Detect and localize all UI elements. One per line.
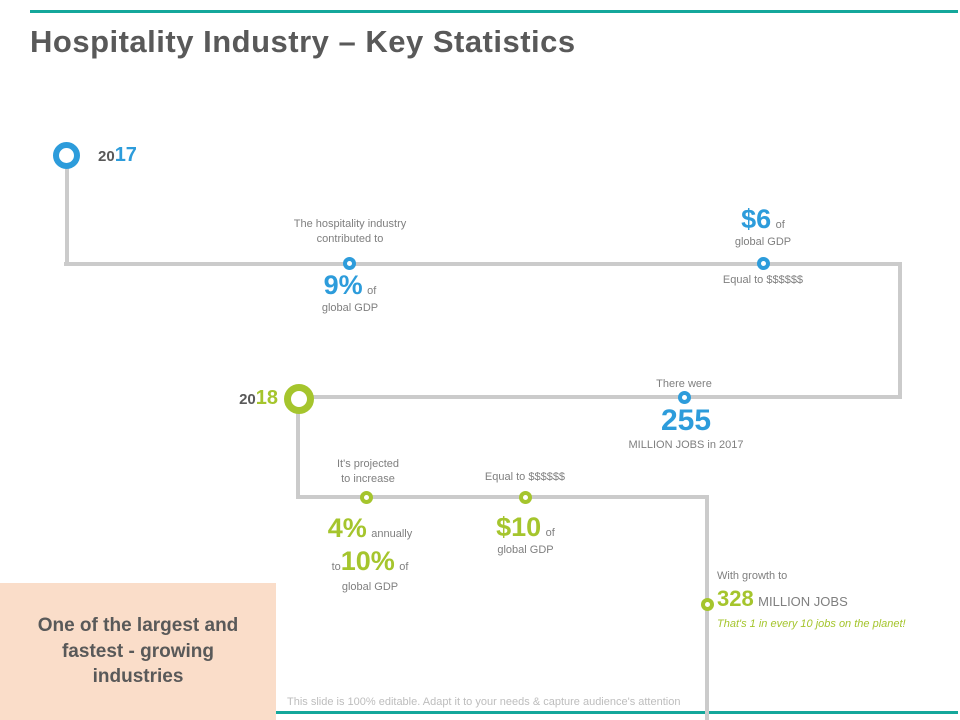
- stat-gdp-2017-intro-line1: The hospitality industry: [293, 218, 407, 230]
- year-2017-prefix: 20: [98, 148, 115, 165]
- stat-jobs-2018-note: That's 1 in every 10 jobs on the planet!: [717, 618, 906, 630]
- page-title: Hospitality Industry – Key Statistics: [30, 24, 576, 59]
- stat-money-2018-note: Equal to $$$$$$: [484, 471, 566, 483]
- stat-growth-2018: 4% annually to10% of global GDP: [286, 513, 454, 594]
- stat-money-2018: $10 of global GDP: [453, 512, 598, 557]
- stat-money-2017-unit: of: [775, 219, 785, 231]
- stat-growth-2018-value2: 10%: [340, 546, 395, 576]
- connector-right-drop: [898, 262, 902, 399]
- stat-growth-2018-unit1: annually: [371, 528, 413, 540]
- stat-growth-2018-intro-line2: to increase: [341, 472, 395, 485]
- stat-jobs-2017-intro: There were: [656, 378, 712, 390]
- stat-jobs-2018-unit: MILLION JOBS: [758, 594, 848, 609]
- stat-growth-2018-caption: global GDP: [341, 581, 399, 593]
- year-2018-marker-icon: [284, 384, 314, 414]
- year-2018-suffix: 18: [255, 387, 278, 409]
- node-dot-jobs-2018-icon: [701, 598, 714, 611]
- stat-growth-2018-value1: 4%: [327, 513, 367, 543]
- stat-jobs-2017-value: 255: [660, 404, 712, 437]
- highlight-callout-line1: One of the largest and: [37, 615, 239, 637]
- stat-gdp-2017-caption: global GDP: [321, 302, 379, 314]
- stat-money-2018-value: $10: [496, 512, 542, 542]
- node-dot-money-2018-icon: [519, 491, 532, 504]
- year-2018-label: 2018: [200, 387, 278, 410]
- stat-gdp-2017-intro-line2: contributed to: [316, 232, 384, 245]
- year-2018-prefix: 20: [239, 391, 256, 408]
- node-dot-growth-2018-icon: [360, 491, 373, 504]
- stat-jobs-2018-value: 328: [717, 586, 754, 611]
- highlight-callout-text: One of the largest and fastest - growing…: [13, 613, 263, 690]
- connector-row-2018: [296, 495, 709, 499]
- stat-growth-2018-prefix2: to: [331, 561, 341, 573]
- year-2017-suffix: 17: [114, 144, 137, 166]
- year-2017-label: 2017: [98, 144, 137, 167]
- highlight-callout-line2: fastest - growing: [61, 640, 214, 662]
- stat-money-2017-caption: global GDP: [734, 236, 792, 248]
- stat-growth-2018-intro-line1: It's projected: [336, 458, 400, 470]
- stat-money-2017-value: $6: [741, 204, 772, 234]
- stat-growth-2018-unit2: of: [399, 561, 409, 573]
- node-dot-gdp-2017-icon: [343, 257, 356, 270]
- stat-money-2018-unit: of: [545, 527, 555, 539]
- editable-note: This slide is 100% editable. Adapt it to…: [287, 696, 681, 708]
- stat-jobs-2018-intro: With growth to: [717, 570, 788, 582]
- node-dot-jobs-2017-icon: [678, 391, 691, 404]
- stat-money-2017-note: Equal to $$$$$$: [722, 274, 804, 286]
- stat-gdp-2017-intro: The hospitality industry contributed to: [255, 217, 445, 247]
- highlight-callout-line3: industries: [92, 666, 184, 688]
- stat-gdp-2017-value: 9%: [323, 270, 363, 300]
- highlight-callout: One of the largest and fastest - growing…: [0, 583, 276, 720]
- connector-row-2017: [64, 262, 902, 266]
- stat-money-2018-caption: global GDP: [497, 544, 554, 556]
- year-2017-marker-icon: [53, 142, 80, 169]
- connector-2018-drop: [296, 410, 300, 499]
- stat-gdp-2017-unit: of: [367, 285, 377, 297]
- stat-gdp-2017: 9% of global GDP: [270, 270, 430, 315]
- connector-2017-drop: [65, 166, 69, 266]
- stat-jobs-2017: 255 MILLION JOBS in 2017: [596, 404, 776, 452]
- stat-money-2017: $6 of global GDP: [685, 204, 841, 249]
- connector-row-jobs-2017: [310, 395, 902, 399]
- top-accent-line: [30, 10, 958, 13]
- stat-growth-2018-intro: It's projected to increase: [298, 457, 438, 487]
- node-dot-money-2017-icon: [757, 257, 770, 270]
- bottom-accent-line: [30, 711, 958, 714]
- stat-jobs-2017-caption: MILLION JOBS in 2017: [628, 439, 744, 451]
- stat-jobs-2018: With growth to 328 MILLION JOBS That's 1…: [717, 570, 906, 630]
